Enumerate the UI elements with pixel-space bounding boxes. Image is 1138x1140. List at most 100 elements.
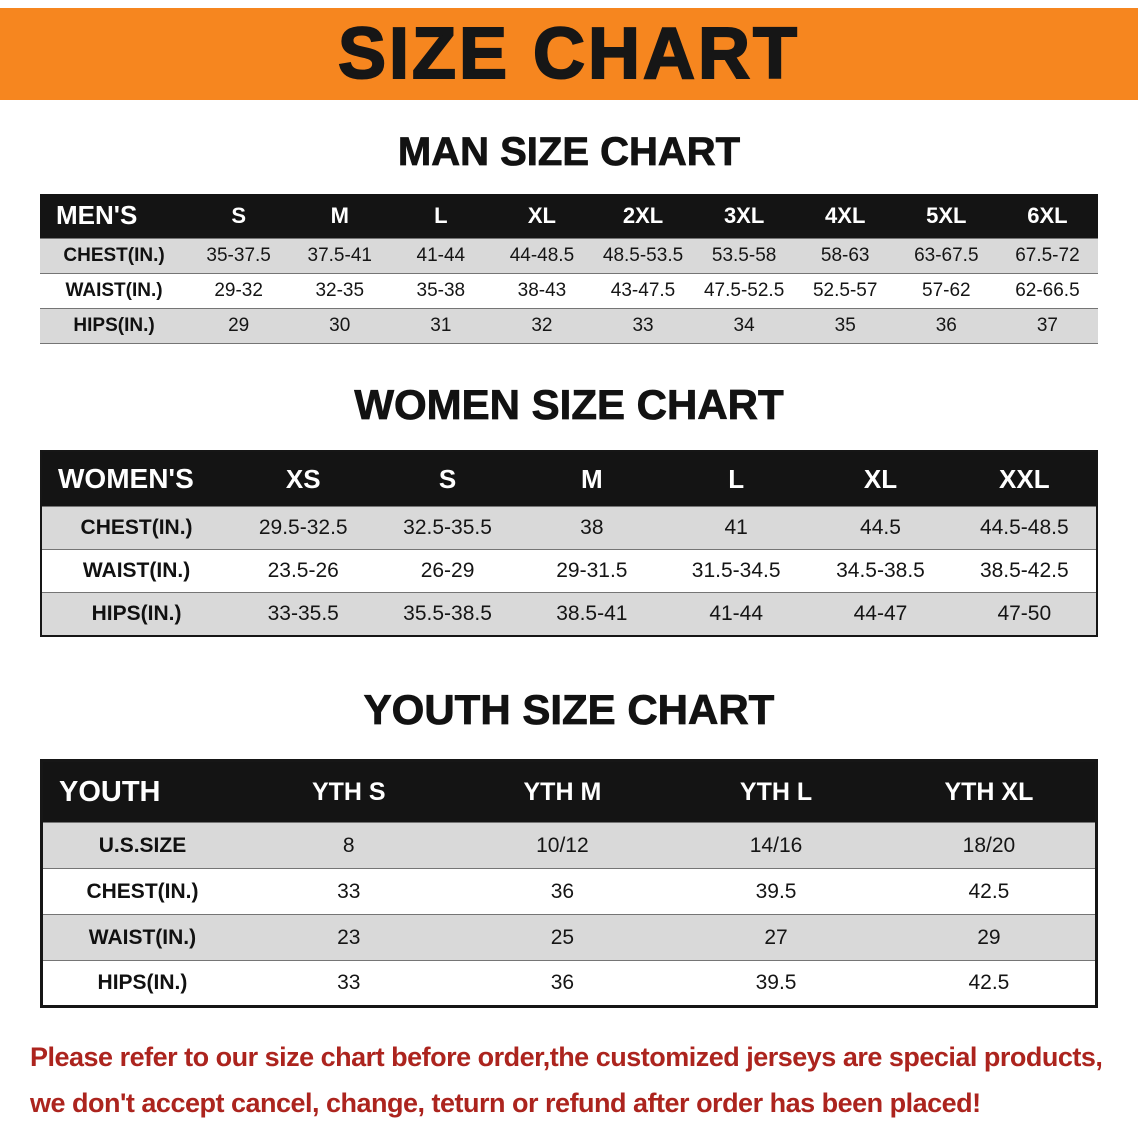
men-size-table: MEN'S S M L XL 2XL 3XL 4XL 5XL 6XL CHEST(IN.) 35-37…: [40, 194, 1098, 344]
column-header: YTH S: [241, 760, 456, 823]
size-value: 23: [241, 914, 456, 961]
column-header: YTH XL: [882, 760, 1097, 823]
women-size-table-container: WOMEN'S XS S M L XL XXL CHEST(IN.) 29.5-32.5 32.5…: [0, 449, 1138, 637]
size-value: 41-44: [664, 592, 809, 636]
size-value: 29-31.5: [556, 559, 628, 583]
size-value: 42.5: [968, 879, 1010, 903]
table-row: HIPS(IN.) 29 30 31 32 33 34 35 36 37: [40, 308, 1098, 343]
size-value: 32.5-35.5: [375, 506, 520, 550]
row-label: HIPS(IN.): [97, 971, 188, 995]
size-value: 53.5-58: [693, 238, 795, 273]
size-value: 29-32: [214, 279, 263, 301]
column-header: S: [375, 450, 520, 507]
size-value: 29.5-32.5: [231, 506, 376, 550]
size-value: 8: [241, 822, 456, 869]
table-row: CHEST(IN.) 33 36 39.5 42.5: [41, 868, 1097, 915]
table-row: HIPS(IN.) 33-35.5 35.5-38.5 38.5-41 41-44 44-…: [41, 592, 1097, 636]
youth-table-header-row: YOUTH YTH S YTH M YTH L YTH XL: [41, 760, 1097, 823]
youth-table-title: YOUTH: [41, 760, 242, 823]
size-value: 42.5: [968, 971, 1010, 995]
column-header: L: [390, 194, 492, 238]
disclaimer: Please refer to our size chart before or…: [0, 1034, 1138, 1126]
size-value: 38-43: [517, 279, 567, 301]
column-header: YTH M: [455, 760, 670, 823]
size-value: 44.5-48.5: [952, 506, 1097, 550]
size-value: 10/12: [455, 822, 670, 869]
column-header: L: [664, 450, 809, 507]
table-row: WAIST(IN.) 23 25 27 29: [41, 914, 1097, 961]
size-value: 38: [519, 506, 665, 550]
page-title: SIZE CHART: [337, 14, 800, 94]
size-value: 34.5-38.5: [836, 559, 925, 583]
men-table-title: MEN'S: [40, 194, 189, 238]
youth-size-table-container: YOUTH YTH S YTH M YTH L YTH XL U.S.SIZE 8 10/12…: [0, 759, 1138, 1009]
men-section-heading: MAN SIZE CHART: [397, 130, 741, 175]
disclaimer-line-2: we don't accept cancel, change, teturn o…: [30, 1088, 981, 1119]
size-value: 33-35.5: [231, 592, 376, 636]
size-value: 44-47: [808, 592, 953, 636]
column-header: 4XL: [794, 194, 896, 238]
size-value: 47.5-52.5: [703, 279, 785, 301]
size-value: 35-38: [416, 279, 466, 301]
size-value: 39.5: [755, 971, 797, 995]
column-header: YTH L: [669, 760, 883, 823]
size-value: 35-37.5: [188, 238, 290, 273]
size-value: 25: [455, 914, 670, 961]
size-value: 31: [390, 308, 492, 343]
size-value: 23.5-26: [267, 559, 339, 583]
row-label: WAIST(IN.): [65, 279, 163, 301]
row-label: WAIST(IN.): [41, 914, 242, 961]
size-value: 29: [188, 308, 290, 343]
size-value: 27: [669, 914, 883, 961]
youth-section-heading: YOUTH SIZE CHART: [363, 685, 775, 733]
size-value: 37: [996, 308, 1098, 343]
size-value: 38.5-42.5: [979, 559, 1069, 583]
size-value: 32: [491, 308, 593, 343]
column-header: 2XL: [592, 194, 694, 238]
size-value: 33: [592, 308, 694, 343]
table-row: HIPS(IN.) 33 36 39.5 42.5: [41, 960, 1097, 1007]
disclaimer-line-1: Please refer to our size chart before or…: [30, 1042, 1103, 1073]
size-value: 52.5-57: [812, 279, 878, 301]
size-value: 41-44: [390, 238, 492, 273]
column-header: 3XL: [693, 194, 795, 238]
youth-section: YOUTH SIZE CHART YOUTH YTH S YTH M YTH L YTH…: [0, 685, 1138, 1009]
women-section: WOMEN SIZE CHART WOMEN'S XS S M L XL XXL CHEST(…: [0, 380, 1138, 637]
column-header: XS: [231, 450, 376, 507]
size-value: 33: [337, 971, 361, 995]
size-value: 38.5-41: [519, 592, 665, 636]
size-value: 57-62: [922, 279, 971, 301]
size-value: 41: [664, 506, 809, 550]
column-header: M: [519, 450, 665, 507]
row-label: CHEST(IN.): [41, 506, 232, 550]
women-table-header-row: WOMEN'S XS S M L XL XXL: [41, 450, 1097, 507]
men-size-table-container: MEN'S S M L XL 2XL 3XL 4XL 5XL 6XL CHEST(IN.) 35-37…: [0, 194, 1138, 344]
size-value: 33: [337, 879, 361, 903]
size-value: 31.5-34.5: [691, 559, 781, 583]
size-value: 35.5-38.5: [375, 592, 520, 636]
size-value: 35: [794, 308, 896, 343]
row-label: CHEST(IN.): [40, 238, 189, 273]
column-header: XL: [491, 194, 593, 238]
size-value: 29: [882, 914, 1097, 961]
size-value: 36: [550, 879, 575, 903]
size-chart-page: SIZE CHART MAN SIZE CHART MEN'S S M L XL 2XL 3…: [0, 8, 1138, 1140]
women-size-table: WOMEN'S XS S M L XL XXL CHEST(IN.) 29.5-32.5 32.5…: [40, 449, 1098, 637]
size-value: 32-35: [315, 279, 365, 301]
size-value: 63-67.5: [895, 238, 997, 273]
column-header: XL: [808, 450, 953, 507]
column-header: S: [188, 194, 290, 238]
size-value: 67.5-72: [996, 238, 1098, 273]
size-value: 37.5-41: [289, 238, 391, 273]
men-section: MAN SIZE CHART MEN'S S M L XL 2XL 3XL 4XL 5XL 6XL…: [0, 128, 1138, 344]
size-value: 34: [693, 308, 795, 343]
size-value: 36: [550, 971, 575, 995]
size-value: 43-47.5: [610, 279, 676, 301]
women-section-heading: WOMEN SIZE CHART: [354, 380, 784, 428]
size-value: 47-50: [952, 592, 1097, 636]
row-label: U.S.SIZE: [41, 822, 242, 869]
table-row: CHEST(IN.) 29.5-32.5 32.5-35.5 38 41 44.5 44.5…: [41, 506, 1097, 550]
size-value: 39.5: [755, 879, 797, 903]
row-label: CHEST(IN.): [86, 879, 199, 903]
row-label: WAIST(IN.): [82, 559, 191, 583]
